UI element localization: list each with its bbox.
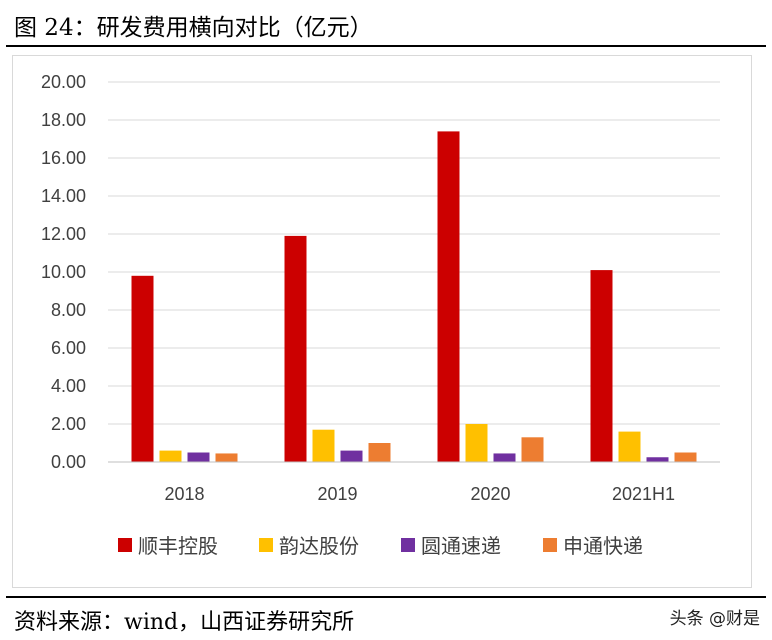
y-tick-label: 16.00 [41,148,86,168]
bar [465,424,488,462]
watermark: 头条 @财是 [669,609,760,629]
legend-label: 申通快递 [563,535,643,558]
legend-swatch [401,538,415,552]
legend-item: 圆通速递 [401,535,501,558]
y-axis-ticks: 0.00 2.00 4.00 6.00 8.00 10.00 12.00 14.00 16.00… [41,72,86,472]
source-note: 资料来源：wind，山西证券研究所 [14,610,355,635]
bottom-rule [6,596,766,598]
y-tick-label: 8.00 [51,300,86,320]
y-tick-label: 14.00 [41,186,86,206]
bar [368,443,391,462]
legend-swatch [543,538,557,552]
legend-label: 顺丰控股 [138,535,218,558]
x-tick-label: 2021H1 [612,484,675,504]
y-tick-label: 4.00 [51,376,86,396]
legend-swatch [259,538,273,552]
figure-title: 图 24：研发费用横向对比（亿元） [14,15,373,41]
bar [618,431,641,462]
x-axis-ticks: 2018 2019 2020 2021H1 [164,484,675,504]
top-rule [6,45,766,47]
y-tick-label: 10.00 [41,262,86,282]
x-tick-label: 2019 [317,484,357,504]
legend-label: 韵达股份 [279,535,359,558]
legend: 顺丰控股 韵达股份 圆通速递 申通快递 [118,535,643,558]
bar [674,452,697,462]
legend-swatch [118,538,132,552]
bar [284,235,307,462]
legend-item: 顺丰控股 [118,535,218,558]
bar [312,429,335,462]
y-tick-label: 18.00 [41,110,86,130]
y-tick-label: 6.00 [51,338,86,358]
legend-item: 韵达股份 [259,535,359,558]
bar [187,452,210,462]
y-tick-label: 12.00 [41,224,86,244]
bar [215,453,238,462]
bar [131,275,154,462]
legend-item: 申通快递 [543,535,643,558]
bar [521,437,544,462]
bar [159,450,182,462]
bars [131,131,697,462]
legend-label: 圆通速递 [421,535,501,558]
bar [646,457,669,462]
bar [590,270,613,462]
y-tick-label: 2.00 [51,414,86,434]
gridlines [108,81,720,425]
x-tick-label: 2020 [470,484,510,504]
bar [340,450,363,462]
bar [437,131,460,462]
x-tick-label: 2018 [164,484,204,504]
y-tick-label: 0.00 [51,452,86,472]
y-tick-label: 20.00 [41,72,86,92]
chart-frame [12,55,752,588]
bar [493,453,516,462]
